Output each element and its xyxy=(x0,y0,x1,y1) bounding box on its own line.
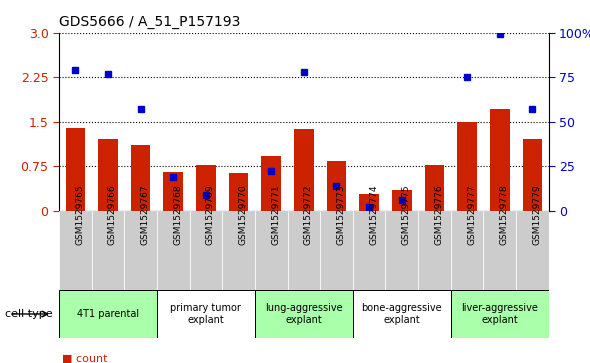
Bar xyxy=(196,165,216,211)
Text: GSM1529768: GSM1529768 xyxy=(173,184,182,245)
Bar xyxy=(91,211,124,290)
Bar xyxy=(359,194,379,211)
Bar xyxy=(353,211,385,290)
Text: bone-aggressive
explant: bone-aggressive explant xyxy=(362,303,442,325)
Bar xyxy=(425,165,444,211)
Text: GSM1529775: GSM1529775 xyxy=(402,184,411,245)
Bar xyxy=(320,211,353,290)
Bar xyxy=(59,290,157,338)
Text: GSM1529777: GSM1529777 xyxy=(467,184,476,245)
Bar xyxy=(189,211,222,290)
Text: GSM1529779: GSM1529779 xyxy=(532,184,542,245)
Bar xyxy=(98,139,118,211)
Bar xyxy=(255,290,353,338)
Bar xyxy=(385,211,418,290)
Bar xyxy=(261,156,281,211)
Text: GSM1529771: GSM1529771 xyxy=(271,184,280,245)
Text: GSM1529772: GSM1529772 xyxy=(304,184,313,245)
Text: cell type: cell type xyxy=(5,309,53,319)
Text: liver-aggressive
explant: liver-aggressive explant xyxy=(461,303,538,325)
Text: lung-aggressive
explant: lung-aggressive explant xyxy=(265,303,343,325)
Bar xyxy=(451,290,549,338)
Bar xyxy=(418,211,451,290)
Text: GSM1529769: GSM1529769 xyxy=(206,184,215,245)
Bar xyxy=(490,109,510,211)
Text: GSM1529774: GSM1529774 xyxy=(369,184,378,245)
Bar xyxy=(229,173,248,211)
Text: GSM1529778: GSM1529778 xyxy=(500,184,509,245)
Text: primary tumor
explant: primary tumor explant xyxy=(171,303,241,325)
Text: GDS5666 / A_51_P157193: GDS5666 / A_51_P157193 xyxy=(59,15,240,29)
Bar xyxy=(255,211,287,290)
Text: GSM1529767: GSM1529767 xyxy=(140,184,150,245)
Bar xyxy=(483,211,516,290)
Bar xyxy=(523,139,542,211)
Bar xyxy=(157,290,255,338)
Bar xyxy=(516,211,549,290)
Bar xyxy=(457,122,477,211)
Text: 4T1 parental: 4T1 parental xyxy=(77,309,139,319)
Bar xyxy=(65,127,85,211)
Text: GSM1529765: GSM1529765 xyxy=(76,184,84,245)
Bar xyxy=(327,161,346,211)
Bar xyxy=(451,211,483,290)
Bar xyxy=(353,290,451,338)
Bar xyxy=(124,211,157,290)
Bar xyxy=(294,129,314,211)
Text: GSM1529776: GSM1529776 xyxy=(434,184,444,245)
Text: GSM1529773: GSM1529773 xyxy=(336,184,346,245)
Bar xyxy=(157,211,189,290)
Bar xyxy=(222,211,255,290)
Bar xyxy=(131,145,150,211)
Text: GSM1529770: GSM1529770 xyxy=(238,184,248,245)
Text: ■ count: ■ count xyxy=(62,353,107,363)
Text: GSM1529766: GSM1529766 xyxy=(108,184,117,245)
Bar xyxy=(59,211,91,290)
Bar xyxy=(163,172,183,211)
Bar xyxy=(287,211,320,290)
Bar xyxy=(392,190,412,211)
